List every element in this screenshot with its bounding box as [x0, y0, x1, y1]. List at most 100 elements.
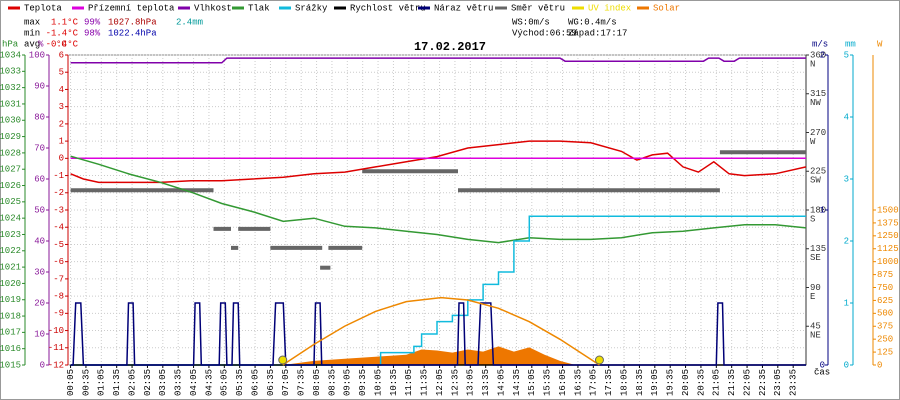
x-tick-label: 09:05 [343, 369, 353, 396]
y-tick-label: 750 [877, 283, 893, 293]
direction-label: S [810, 214, 815, 224]
x-tick-label: 06:05 [250, 369, 260, 396]
x-tick-label: 11:05 [404, 369, 414, 396]
x-tick-label: 12:05 [435, 369, 445, 396]
y-tick-label: 70 [34, 143, 45, 153]
sun-marker [594, 355, 604, 365]
y-tick-label: 1019 [0, 295, 21, 305]
x-tick-label: 19:35 [666, 369, 676, 396]
y-axis-unit: mm [845, 39, 856, 49]
x-tick-label: 14:35 [512, 369, 522, 396]
x-tick-label: 18:35 [635, 369, 645, 396]
y-tick-label: 1030 [0, 116, 21, 126]
y-axis-unit: W [877, 39, 883, 49]
x-tick-label: 07:05 [281, 369, 291, 396]
x-tick-label: 16:35 [573, 369, 583, 396]
y-tick-label: 250 [877, 335, 893, 345]
x-tick-label: 17:05 [589, 369, 599, 396]
y-tick-label: 90 [810, 283, 821, 293]
y-tick-label: 2 [844, 236, 849, 246]
y-tick-label: 180 [810, 205, 826, 215]
y-tick-label: 5 [844, 50, 849, 60]
y-tick-label: 0 [40, 360, 45, 370]
x-tick-label: 23:35 [789, 369, 799, 396]
y-tick-label: -5 [53, 240, 64, 250]
y-tick-label: 80 [34, 112, 45, 122]
y-tick-label: 1016 [0, 344, 21, 354]
legend-label: Přízemní teplota [88, 3, 175, 13]
x-tick-label: 12:35 [450, 369, 460, 396]
y-tick-label: 1033 [0, 67, 21, 77]
y-tick-label: -8 [53, 291, 64, 301]
y-tick-label: 6 [59, 50, 64, 60]
y-tick-label: 0 [820, 360, 825, 370]
legend-label: Vlhkost [194, 3, 232, 13]
x-tick-label: 20:35 [696, 369, 706, 396]
y-tick-label: 0 [59, 154, 64, 164]
series-line [70, 302, 806, 366]
y-tick-label: 1024 [0, 214, 21, 224]
x-axis-label: čas [814, 367, 830, 377]
y-tick-label: 0 [844, 360, 849, 370]
y-tick-label: 1032 [0, 83, 21, 93]
x-tick-label: 03:05 [158, 369, 168, 396]
y-tick-label: 3 [59, 102, 64, 112]
series-area [283, 346, 576, 365]
y-tick-label: 10 [34, 329, 45, 339]
y-tick-label: 50 [34, 205, 45, 215]
y-tick-label: 875 [877, 270, 893, 280]
y-tick-label: 1 [844, 298, 849, 308]
y-tick-label: 1027 [0, 165, 21, 175]
direction-label: E [810, 292, 815, 302]
x-tick-label: 13:05 [466, 369, 476, 396]
x-tick-label: 06:35 [266, 369, 276, 396]
y-tick-label: 40 [34, 236, 45, 246]
sun-marker [278, 355, 288, 365]
series-line [282, 296, 600, 366]
y-tick-label: 1031 [0, 99, 21, 109]
x-tick-label: 20:05 [681, 369, 691, 396]
chart-title: 17.02.2017 [414, 40, 486, 54]
y-tick-label: 625 [877, 296, 893, 306]
direction-label: W [810, 137, 816, 147]
y-tick-label: 1017 [0, 328, 21, 338]
y-tick-label: 1025 [0, 197, 21, 207]
x-tick-label: 14:05 [496, 369, 506, 396]
x-tick-label: 09:35 [358, 369, 368, 396]
x-tick-label: 19:05 [650, 369, 660, 396]
stat-value: 98% [84, 28, 101, 38]
y-tick-label: 1026 [0, 181, 21, 191]
legend-label: Solar [653, 3, 680, 13]
x-tick-label: 03:35 [174, 369, 184, 396]
stat-value: avg [24, 39, 40, 49]
direction-label: SE [810, 253, 821, 263]
wind-stat: WS:0m/s [512, 17, 550, 27]
stat-value: min [24, 28, 40, 38]
x-tick-label: 01:05 [97, 369, 107, 396]
x-tick-label: 15:05 [527, 369, 537, 396]
stat-value: -0.4°C [46, 39, 79, 49]
x-tick-label: 22:35 [758, 369, 768, 396]
legend-label: Náraz větru [434, 3, 493, 13]
y-tick-label: 1034 [0, 50, 21, 60]
x-tick-label: 17:35 [604, 369, 614, 396]
y-tick-label: 4 [59, 85, 64, 95]
y-tick-label: 60 [34, 174, 45, 184]
y-tick-label: 90 [34, 81, 45, 91]
y-tick-label: 30 [34, 267, 45, 277]
x-tick-label: 10:05 [373, 369, 383, 396]
y-tick-label: 0 [877, 360, 882, 370]
y-tick-label: 1020 [0, 279, 21, 289]
x-tick-label: 16:05 [558, 369, 568, 396]
x-tick-label: 13:35 [481, 369, 491, 396]
y-tick-label: 135 [810, 244, 826, 254]
y-tick-label: 315 [810, 89, 826, 99]
y-tick-label: 45 [810, 322, 821, 332]
y-tick-label: 1015 [0, 360, 21, 370]
stat-value: 99% [84, 17, 101, 27]
x-tick-label: 00:35 [81, 369, 91, 396]
y-tick-label: 360 [810, 50, 826, 60]
y-tick-label: 1023 [0, 230, 21, 240]
x-tick-label: 04:05 [189, 369, 199, 396]
y-tick-label: 1018 [0, 311, 21, 321]
